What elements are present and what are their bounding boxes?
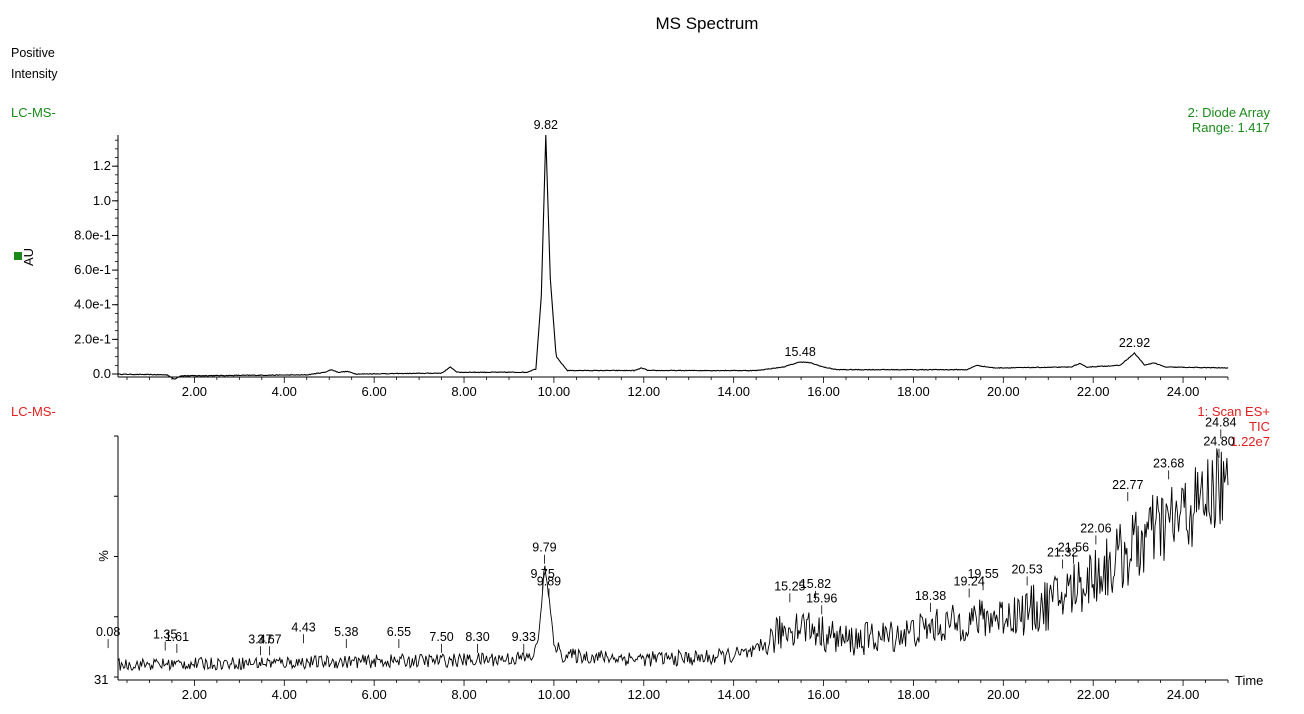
y-tick-label: 8.0e-1 <box>74 227 111 242</box>
x-tick-label: 8.00 <box>451 687 476 702</box>
x-tick-label: 14.00 <box>717 384 750 399</box>
peak-label: 18.38 <box>915 589 946 603</box>
tic-info: 1: Scan ES+ TIC 1.22e7 <box>1197 404 1270 449</box>
x-tick-label: 16.00 <box>807 384 840 399</box>
y-min-label: 31 <box>94 672 108 687</box>
tic-label: TIC <box>1249 419 1270 434</box>
page-title: MS Spectrum <box>655 14 759 33</box>
peak-label: 5.38 <box>334 625 358 639</box>
x-tick-label: 2.00 <box>182 384 207 399</box>
positive-label: Positive <box>11 46 55 60</box>
peak-label: 24.84 <box>1205 415 1236 429</box>
x-tick-label: 24.00 <box>1167 687 1200 702</box>
x-tick-label: 2.00 <box>182 687 207 702</box>
intensity-label: Intensity <box>11 67 58 81</box>
x-axis-label: Time <box>1235 673 1263 688</box>
trace-tag-tic: LC-MS- <box>11 404 56 419</box>
trace-tag-diode-array: LC-MS- <box>11 105 56 120</box>
tic-trace <box>117 448 1229 672</box>
x-tick-label: 8.00 <box>451 384 476 399</box>
y-tick-label: 6.0e-1 <box>74 262 111 277</box>
diode-array-range: Range: 1.417 <box>1191 120 1270 135</box>
peak-label: 9.79 <box>532 541 556 555</box>
x-tick-label: 18.00 <box>897 687 930 702</box>
x-tick-label: 6.00 <box>361 384 386 399</box>
peak-label: 21.56 <box>1058 541 1089 555</box>
peak-label: 15.25 <box>774 579 805 593</box>
x-tick-label: 14.00 <box>717 687 750 702</box>
peak-label: 9.75 <box>531 567 555 581</box>
x-tick-label: 22.00 <box>1077 687 1110 702</box>
y-axis-label: % <box>96 550 111 562</box>
diode-array-plot: 0.0 2.0e-1 4.0e-1 6.0e-1 8.0e-1 1.0 1.2 2.00 4.0… <box>14 118 1229 399</box>
peak-label: 15.48 <box>785 345 816 359</box>
peak-label: 19.55 <box>967 567 998 581</box>
peak-label: 22.92 <box>1119 336 1150 350</box>
peak-label: 15.96 <box>806 591 837 605</box>
x-tick-label: 12.00 <box>628 384 661 399</box>
peak-label: 9.33 <box>512 630 536 644</box>
x-tick-label: 22.00 <box>1077 384 1110 399</box>
x-tick-label: 20.00 <box>987 384 1020 399</box>
y-tick-label: 1.0 <box>93 193 111 208</box>
y-tick-label: 4.0e-1 <box>74 297 111 312</box>
peak-label: 1.61 <box>165 630 189 644</box>
x-tick-label: 6.00 <box>361 687 386 702</box>
peak-label: 22.77 <box>1112 478 1143 492</box>
tic-plot: 2.00 4.00 6.00 8.00 10.00 12.00 14.00 16.00 18.0… <box>94 415 1263 702</box>
peak-label: 4.43 <box>291 620 315 634</box>
peak-label: 7.50 <box>429 630 453 644</box>
peak-label: 6.55 <box>387 625 411 639</box>
diode-array-trace <box>117 134 1229 380</box>
peak-label: 3.47 <box>248 632 272 646</box>
y-tick-label: 0.0 <box>93 366 111 381</box>
x-tick-label: 4.00 <box>272 384 297 399</box>
peak-label: 23.68 <box>1153 456 1184 470</box>
x-tick-label: 16.00 <box>807 687 840 702</box>
peak-label: 22.06 <box>1080 521 1111 535</box>
y-axis-label: AU <box>21 248 36 266</box>
y-tick-label: 2.0e-1 <box>74 331 111 346</box>
channel-marker <box>14 252 22 260</box>
tic-max-intensity: 1.22e7 <box>1230 434 1270 449</box>
peak-label: 20.53 <box>1011 562 1042 576</box>
peak-label: 1.35 <box>153 627 177 641</box>
x-tick-label: 24.00 <box>1167 384 1200 399</box>
x-tick-label: 18.00 <box>897 384 930 399</box>
peak-label: 9.89 <box>537 574 561 588</box>
peak-label: 8.30 <box>465 630 489 644</box>
diode-array-info: 2: Diode Array Range: 1.417 <box>1188 105 1270 135</box>
peak-label: 3.67 <box>257 632 281 646</box>
peak-label: 0.08 <box>96 625 120 639</box>
x-tick-label: 10.00 <box>538 687 571 702</box>
y-tick-label: 1.2 <box>93 158 111 173</box>
tic-scan-mode: 1: Scan ES+ <box>1197 404 1270 419</box>
x-tick-label: 10.00 <box>538 384 571 399</box>
peak-label: 15.82 <box>800 577 831 591</box>
peak-label: 21.32 <box>1047 546 1078 560</box>
x-tick-label: 20.00 <box>987 687 1020 702</box>
x-tick-label: 12.00 <box>628 687 661 702</box>
x-tick-label: 4.00 <box>272 687 297 702</box>
peak-label: 24.80 <box>1203 435 1234 449</box>
peak-label: 9.82 <box>534 118 558 132</box>
diode-array-channel: 2: Diode Array <box>1187 105 1270 120</box>
peak-label: 19.24 <box>954 574 985 588</box>
